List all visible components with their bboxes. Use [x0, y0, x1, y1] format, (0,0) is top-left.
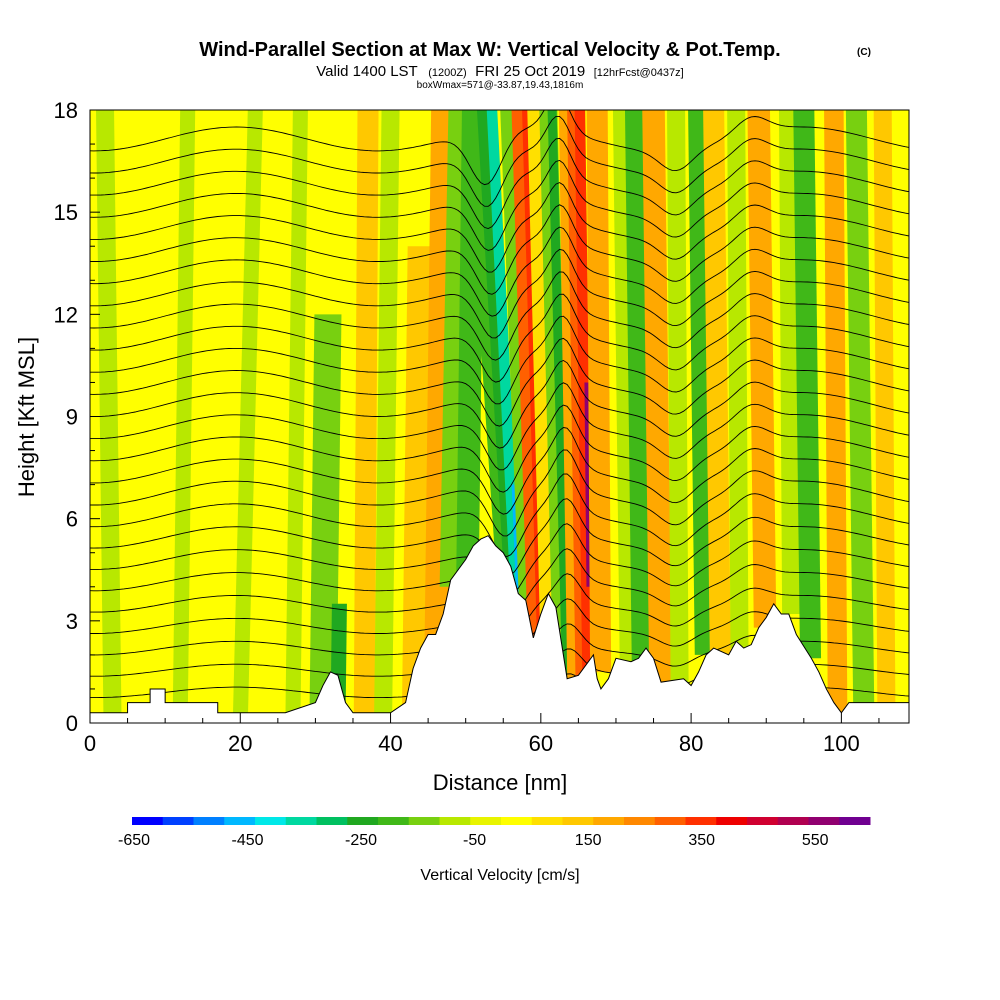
velocity-band	[96, 110, 122, 723]
y-tick-label: 15	[54, 200, 78, 225]
theta-contour	[90, 226, 909, 317]
colorbar-swatch	[162, 817, 194, 825]
colorbar-swatch	[747, 817, 779, 825]
velocity-band	[873, 110, 896, 703]
subtitle-box-info: boxWmax=571@-33.87,19.43,1816m	[417, 80, 584, 91]
colorbar-swatch	[716, 817, 748, 825]
velocity-bands	[96, 110, 896, 723]
y-tick-label: 9	[66, 405, 78, 430]
velocity-band	[845, 110, 875, 703]
velocity-band	[232, 110, 263, 723]
chart-title: Wind-Parallel Section at Max W: Vertical…	[199, 39, 780, 61]
colorbar	[132, 817, 871, 825]
x-tick-label: 60	[529, 731, 553, 756]
colorbar-swatch	[193, 817, 225, 825]
colorbar-swatch	[347, 817, 379, 825]
x-tick-label: 80	[679, 731, 703, 756]
x-tick-label: 20	[228, 731, 252, 756]
x-tick-label: 40	[378, 731, 402, 756]
colorbar-swatch	[777, 817, 809, 825]
velocity-band	[486, 110, 521, 587]
theta-contour	[90, 337, 909, 427]
colorbar-swatch	[501, 817, 533, 825]
theta-contour	[90, 110, 909, 186]
y-axis-label: Height [Kft MSL]	[14, 337, 39, 497]
y-axis: 0 3 6 9 12 15 18	[54, 98, 100, 736]
theta-contour	[90, 359, 909, 449]
colorbar-swatch	[685, 817, 717, 825]
colorbar-swatch	[316, 817, 348, 825]
colorbar-swatch	[132, 817, 164, 825]
theta-contour	[90, 404, 909, 493]
theta-contour	[90, 293, 909, 383]
x-tick-label: 100	[823, 731, 860, 756]
velocity-band	[642, 110, 672, 683]
theta-contour	[90, 160, 909, 251]
colorbar-swatch	[624, 817, 656, 825]
colorbar-swatch	[808, 817, 840, 825]
subtitle-forecast: [12hrFcst@0437z]	[594, 67, 684, 79]
plot-area	[90, 110, 909, 723]
theta-contour	[90, 315, 909, 405]
colorbar-swatch	[531, 817, 563, 825]
colorbar-swatch	[378, 817, 410, 825]
y-tick-label: 6	[66, 507, 78, 532]
velocity-band	[172, 110, 196, 723]
theta-contour	[90, 137, 909, 229]
x-axis-label: Distance [nm]	[433, 770, 568, 795]
velocity-band	[727, 110, 749, 649]
colorbar-tick-label: -650	[118, 832, 150, 849]
colorbar-swatch	[408, 817, 440, 825]
theta-contour	[90, 182, 909, 273]
velocity-band	[824, 110, 848, 713]
theta-contour	[90, 427, 909, 515]
subtitle-valid: Valid 1400 LST	[316, 63, 417, 80]
colorbar-tick-label: -450	[232, 832, 264, 849]
theta-contour	[90, 204, 909, 295]
colorbar-swatch	[439, 817, 471, 825]
colorbar-swatch	[224, 817, 256, 825]
terrain	[90, 535, 909, 723]
y-tick-label: 18	[54, 98, 78, 123]
y-tick-label: 3	[66, 609, 78, 634]
colorbar-tick-label: 150	[575, 832, 602, 849]
colorbar-swatch	[470, 817, 502, 825]
theta-contour	[90, 382, 909, 471]
theta-contours	[90, 110, 909, 712]
colorbar-swatch	[839, 817, 871, 825]
chart-subtitle: Valid 1400 LST (1200Z) FRI 25 Oct 2019 […	[316, 63, 683, 80]
colorbar-tick-label: 550	[802, 832, 829, 849]
colorbar-swatch	[562, 817, 594, 825]
y-tick-label: 0	[66, 711, 78, 736]
velocity-band	[285, 110, 308, 723]
velocity-band	[667, 110, 689, 686]
theta-contour	[90, 115, 909, 207]
velocity-band	[793, 110, 822, 659]
velocity-band	[703, 110, 731, 655]
theta-contour	[90, 248, 909, 339]
colorbar-tick-label: 350	[688, 832, 715, 849]
colorbar-tick-label: -50	[463, 832, 486, 849]
colorbar-swatch	[654, 817, 686, 825]
subtitle-date: FRI 25 Oct 2019	[475, 63, 585, 80]
theta-contour	[90, 271, 909, 361]
x-axis: 0 20 40 60 80 100	[84, 713, 880, 756]
velocity-band	[586, 110, 612, 672]
x-tick-label: 0	[84, 731, 96, 756]
subtitle-utc: (1200Z)	[428, 67, 467, 79]
colorbar-ticks: -650 -450 -250 -50 150 350 550	[118, 832, 829, 849]
colorbar-swatch	[255, 817, 287, 825]
colorbar-label: Vertical Velocity [cm/s]	[420, 867, 579, 884]
copyright-mark: (C)	[857, 47, 871, 58]
colorbar-tick-label: -250	[345, 832, 377, 849]
colorbar-swatch	[593, 817, 625, 825]
colorbar-swatch	[285, 817, 317, 825]
theta-contour	[90, 449, 909, 537]
velocity-band	[401, 246, 431, 723]
y-tick-label: 12	[54, 302, 78, 327]
